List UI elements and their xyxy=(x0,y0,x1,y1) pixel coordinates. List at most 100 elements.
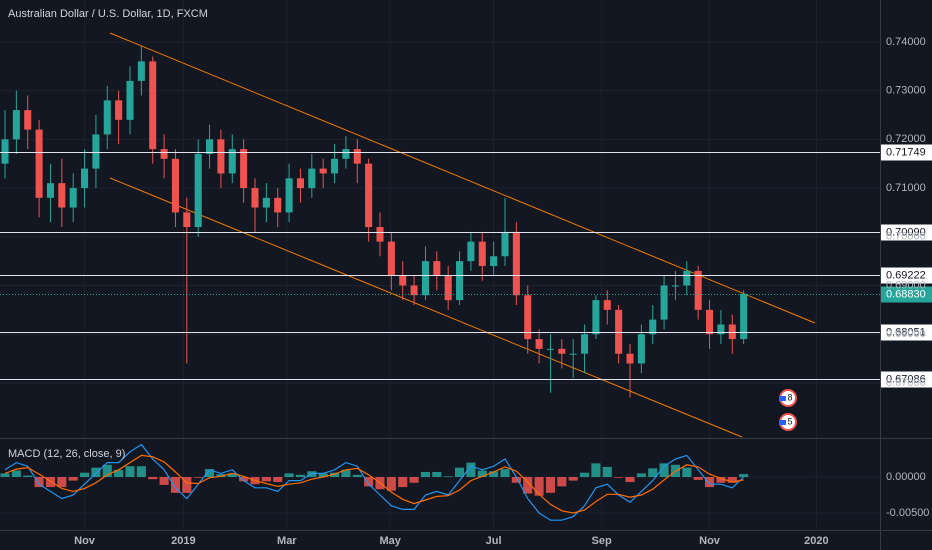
candle-body xyxy=(524,295,532,340)
candle-body xyxy=(706,309,714,335)
level-label: 0.67086 xyxy=(886,373,926,385)
histogram-bar xyxy=(420,471,430,478)
histogram-bar xyxy=(477,470,487,478)
candle-body xyxy=(456,261,464,301)
candle-body xyxy=(490,256,498,267)
chart-title: Australian Dollar / U.S. Dollar, 1D, FXC… xyxy=(8,8,208,20)
histogram-bar xyxy=(91,467,101,478)
histogram-bar xyxy=(625,477,635,483)
candle-body xyxy=(728,324,736,340)
candle-body xyxy=(512,231,520,296)
candle-body xyxy=(217,139,225,174)
histogram-bar xyxy=(159,477,169,485)
candle-body xyxy=(365,163,373,228)
candle-body xyxy=(660,285,668,320)
event-label: 8 xyxy=(787,392,792,402)
candle-body xyxy=(410,285,418,296)
candle-body xyxy=(160,149,168,159)
level-label-box xyxy=(881,371,932,388)
histogram-bar xyxy=(239,477,249,482)
grid xyxy=(0,0,880,530)
x-tick-label: Sep xyxy=(591,535,611,547)
level-label-box xyxy=(881,224,932,241)
histogram-bar xyxy=(318,473,328,478)
candle-body xyxy=(285,178,293,213)
candle-body xyxy=(24,110,32,130)
signal-line xyxy=(4,454,744,514)
histogram-bar xyxy=(182,477,192,493)
candle-body xyxy=(501,231,509,257)
candle-body xyxy=(1,139,9,164)
x-tick-label: Jul xyxy=(486,535,502,547)
histogram-bar xyxy=(557,477,567,487)
histogram-bar xyxy=(364,477,374,487)
candle-body xyxy=(183,212,191,228)
candle-body xyxy=(478,241,486,267)
candle-body xyxy=(126,80,134,120)
histogram-bar xyxy=(386,477,396,491)
histogram-bar xyxy=(205,469,215,478)
histogram-bar xyxy=(636,473,646,478)
candle-body xyxy=(615,309,623,354)
y-tick-label: 0.69000 xyxy=(886,279,926,291)
candle-body xyxy=(228,149,236,174)
levels: 0.71749 0.70090 0.69222 0.68051 0.67086 0.688… xyxy=(0,144,932,388)
histogram-bar xyxy=(648,468,658,478)
level-label-box xyxy=(881,324,932,341)
y-tick-label: 0.67000 xyxy=(886,377,926,389)
histogram-bar xyxy=(23,475,33,478)
candle-body xyxy=(433,261,441,276)
candle-body xyxy=(649,319,657,335)
candle-body xyxy=(308,168,316,189)
candle-body xyxy=(740,293,748,340)
candle-body xyxy=(274,197,282,213)
indicator-title: MACD (12, 26, close, 9) xyxy=(8,448,125,460)
candle-body xyxy=(399,275,407,286)
y-tick-label: 0.74000 xyxy=(886,36,926,48)
histogram-bar xyxy=(0,473,10,478)
candle-body xyxy=(376,227,384,242)
y-tick-label: 0.68000 xyxy=(886,328,926,340)
level-label: 0.69222 xyxy=(886,269,926,281)
candle-body xyxy=(603,300,611,310)
candle-body xyxy=(12,110,20,140)
histogram-bar xyxy=(523,477,533,494)
histogram-bar xyxy=(466,462,476,478)
histogram-bar xyxy=(693,477,703,480)
histogram-bar xyxy=(489,471,499,478)
histogram-bar xyxy=(500,469,510,478)
level-label: 0.71749 xyxy=(886,146,926,158)
candle-body xyxy=(35,129,43,198)
histogram-bar xyxy=(705,477,715,488)
candle-body xyxy=(92,134,100,169)
candle-body xyxy=(467,241,475,262)
candle-body xyxy=(558,348,566,354)
y-tick-label: 0.73000 xyxy=(886,85,926,97)
histogram-bar xyxy=(45,477,55,488)
histogram-bar xyxy=(341,469,351,478)
candle-body xyxy=(115,100,123,120)
axes: Nov 2019 Mar May Jul Sep Nov 2020 0.67000 0.68000… xyxy=(74,36,929,547)
histogram-bar xyxy=(511,477,521,483)
candle-body xyxy=(626,353,634,364)
histogram-bar xyxy=(57,477,67,488)
candle-body xyxy=(319,168,327,174)
candle-body xyxy=(81,168,89,189)
histogram-bar xyxy=(455,467,465,478)
histogram-bar xyxy=(273,477,283,483)
event-label: 5 xyxy=(787,416,792,426)
level-label-box xyxy=(881,267,932,284)
candle-body xyxy=(683,270,691,286)
candle-body xyxy=(149,61,157,150)
histogram-bar xyxy=(193,477,203,478)
candle-body xyxy=(421,261,429,296)
histogram-bar xyxy=(352,474,362,478)
candle-body xyxy=(592,300,600,335)
event-flag xyxy=(779,420,786,425)
histogram-bar xyxy=(659,463,669,478)
candle-body xyxy=(581,334,589,354)
x-tick-label: May xyxy=(380,535,402,547)
histogram-bar xyxy=(591,463,601,478)
histogram-bar xyxy=(614,477,624,478)
